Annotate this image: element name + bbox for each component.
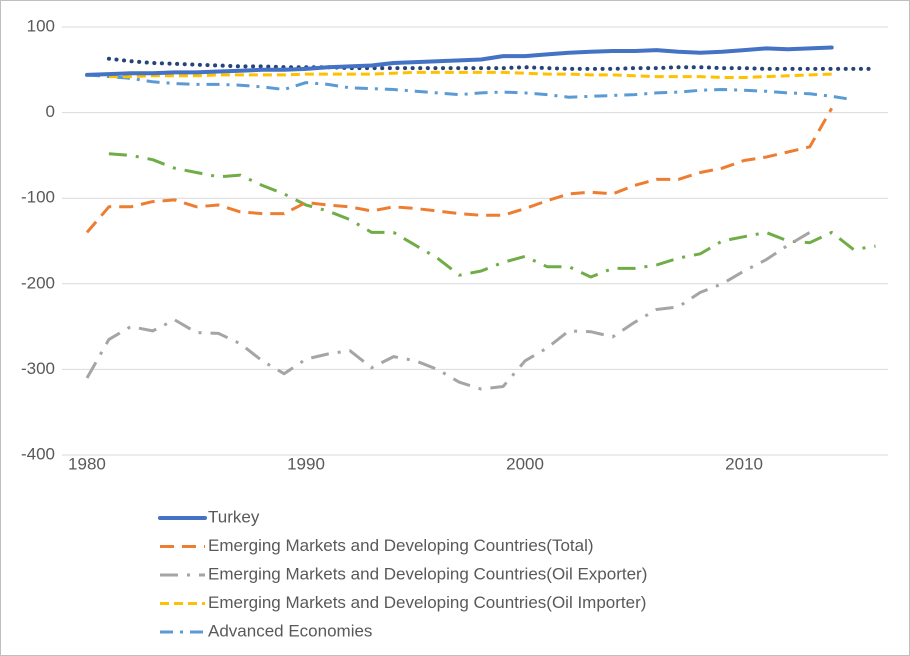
legend-label: Advanced Economies (208, 621, 372, 640)
series-line (108, 152, 876, 279)
x-tick-label: 2000 (506, 454, 544, 473)
x-tick-label: 2010 (725, 454, 763, 473)
series-line (85, 107, 834, 234)
legend-label: Turkey (208, 507, 260, 526)
y-tick-label: 100 (27, 16, 55, 35)
series-line (108, 70, 832, 79)
y-tick-label: -400 (21, 444, 55, 463)
y-tick-label: -300 (21, 359, 55, 378)
x-tick-label: 1990 (287, 454, 325, 473)
legend-label: Emerging Markets and Developing Countrie… (208, 536, 594, 555)
y-tick-label: -100 (21, 188, 55, 207)
y-tick-label: 0 (46, 102, 55, 121)
x-tick-label: 1980 (68, 454, 106, 473)
legend-label: Emerging Markets and Developing Countrie… (208, 564, 647, 583)
legend-label: Emerging Markets and Developing Countrie… (208, 593, 646, 612)
y-tick-label: -200 (21, 273, 55, 292)
series-line (86, 73, 854, 102)
series-line (85, 45, 834, 77)
series-line (106, 56, 878, 71)
